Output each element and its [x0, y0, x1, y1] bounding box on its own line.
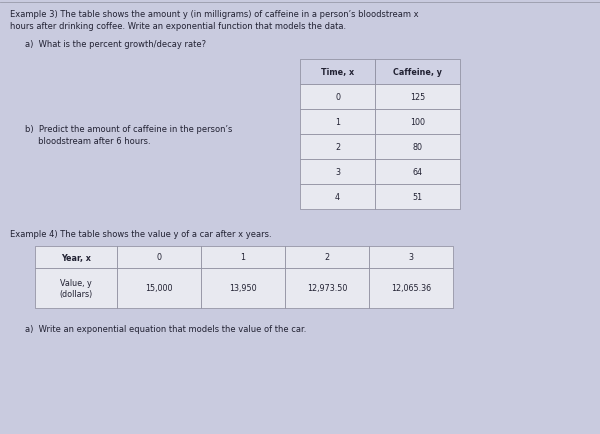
Bar	[300, 160, 375, 184]
Bar	[375, 160, 460, 184]
Text: 80: 80	[413, 143, 422, 151]
Bar	[201, 247, 285, 268]
Text: a)  What is the percent growth/decay rate?: a) What is the percent growth/decay rate…	[25, 40, 206, 49]
Text: 3: 3	[409, 253, 413, 262]
Text: Value, y
(dollars): Value, y (dollars)	[59, 279, 92, 298]
Bar	[300, 60, 375, 85]
Bar	[375, 184, 460, 210]
Text: 2: 2	[325, 253, 329, 262]
Bar	[35, 268, 117, 308]
Text: Time, x: Time, x	[321, 68, 354, 77]
Text: a)  Write an exponential equation that models the value of the car.: a) Write an exponential equation that mo…	[25, 324, 307, 333]
Text: 12,973.50: 12,973.50	[307, 284, 347, 293]
Bar	[285, 247, 369, 268]
Text: 1: 1	[241, 253, 245, 262]
Text: 2: 2	[335, 143, 340, 151]
Text: 4: 4	[335, 193, 340, 201]
Bar	[300, 184, 375, 210]
Text: 3: 3	[335, 168, 340, 177]
Text: Example 3) The table shows the amount y (in milligrams) of caffeine in a person’: Example 3) The table shows the amount y …	[10, 10, 419, 31]
Bar	[375, 135, 460, 160]
Bar	[375, 110, 460, 135]
Text: 12,065.36: 12,065.36	[391, 284, 431, 293]
Bar	[117, 268, 201, 308]
Text: 64: 64	[413, 168, 422, 177]
Text: Caffeine, y: Caffeine, y	[393, 68, 442, 77]
Text: 1: 1	[335, 118, 340, 127]
Bar	[369, 247, 453, 268]
Bar	[300, 85, 375, 110]
Text: 125: 125	[410, 93, 425, 102]
Bar	[201, 268, 285, 308]
Text: 51: 51	[412, 193, 422, 201]
Bar	[369, 268, 453, 308]
Text: 100: 100	[410, 118, 425, 127]
Text: 0: 0	[157, 253, 161, 262]
Text: Year, x: Year, x	[61, 253, 91, 262]
Bar	[35, 247, 117, 268]
Text: 15,000: 15,000	[145, 284, 173, 293]
Bar	[117, 247, 201, 268]
Text: b)  Predict the amount of caffeine in the person’s
     bloodstream after 6 hour: b) Predict the amount of caffeine in the…	[25, 125, 232, 145]
Text: 0: 0	[335, 93, 340, 102]
Text: 13,950: 13,950	[229, 284, 257, 293]
Bar	[375, 85, 460, 110]
Text: Example 4) The table shows the value y of a car after x years.: Example 4) The table shows the value y o…	[10, 230, 272, 238]
Bar	[285, 268, 369, 308]
Bar	[375, 60, 460, 85]
Bar	[300, 110, 375, 135]
Bar	[300, 135, 375, 160]
